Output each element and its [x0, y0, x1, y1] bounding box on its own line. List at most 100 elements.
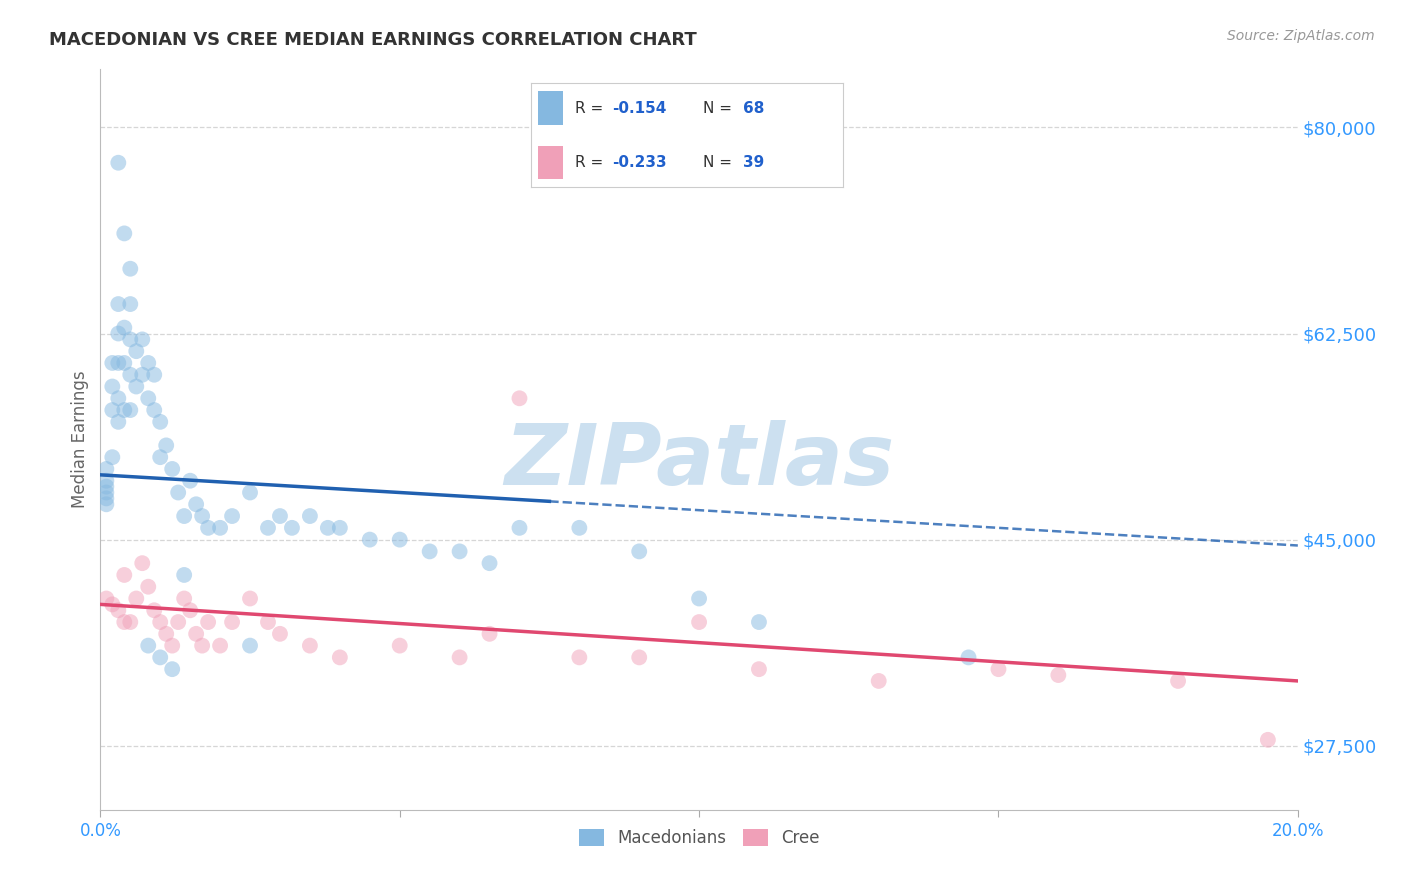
Text: Source: ZipAtlas.com: Source: ZipAtlas.com — [1227, 29, 1375, 43]
Point — [96, 497, 118, 511]
Point — [107, 356, 129, 370]
Point — [419, 544, 441, 558]
Point — [186, 627, 208, 641]
Point — [316, 521, 339, 535]
Point — [143, 368, 166, 382]
Point — [107, 392, 129, 406]
Point — [131, 368, 153, 382]
Point — [179, 603, 201, 617]
Point — [107, 603, 129, 617]
Point — [329, 521, 352, 535]
Point — [136, 580, 159, 594]
Point — [868, 673, 890, 688]
Point — [281, 521, 304, 535]
Point — [112, 356, 135, 370]
Point — [688, 615, 710, 629]
Point — [112, 615, 135, 629]
Point — [1047, 668, 1070, 682]
Point — [125, 379, 148, 393]
Point — [149, 615, 172, 629]
Point — [478, 556, 501, 570]
Point — [449, 544, 471, 558]
Point — [112, 320, 135, 334]
Point — [508, 392, 530, 406]
Point — [167, 615, 190, 629]
Point — [197, 615, 219, 629]
Point — [508, 521, 530, 535]
Point — [112, 568, 135, 582]
Point — [131, 332, 153, 346]
Point — [120, 261, 142, 276]
Point — [131, 556, 153, 570]
Point — [101, 403, 124, 417]
Point — [143, 403, 166, 417]
Point — [107, 326, 129, 341]
Point — [120, 297, 142, 311]
Point — [155, 627, 177, 641]
Point — [96, 591, 118, 606]
Point — [120, 403, 142, 417]
Point — [173, 568, 195, 582]
Point — [101, 450, 124, 465]
Point — [179, 474, 201, 488]
Point — [96, 485, 118, 500]
Point — [101, 598, 124, 612]
Y-axis label: Median Earnings: Median Earnings — [72, 371, 89, 508]
Point — [269, 509, 291, 524]
Point — [628, 544, 651, 558]
Point — [1257, 732, 1279, 747]
Point — [155, 438, 177, 452]
Point — [987, 662, 1010, 676]
Point — [125, 344, 148, 359]
Point — [96, 462, 118, 476]
Point — [298, 509, 321, 524]
Point — [239, 591, 262, 606]
Point — [112, 403, 135, 417]
Text: ZIPatlas: ZIPatlas — [503, 420, 894, 503]
Point — [186, 497, 208, 511]
Point — [149, 415, 172, 429]
Point — [568, 521, 591, 535]
Point — [96, 474, 118, 488]
Point — [628, 650, 651, 665]
Point — [101, 356, 124, 370]
Point — [221, 615, 243, 629]
Point — [359, 533, 381, 547]
Point — [173, 509, 195, 524]
Point — [748, 615, 770, 629]
Point — [568, 650, 591, 665]
Point — [136, 356, 159, 370]
Point — [125, 591, 148, 606]
Point — [101, 379, 124, 393]
Point — [136, 392, 159, 406]
Point — [107, 155, 129, 169]
Point — [107, 415, 129, 429]
Point — [107, 297, 129, 311]
Point — [160, 662, 183, 676]
Point — [167, 485, 190, 500]
Point — [191, 509, 214, 524]
Point — [112, 227, 135, 241]
Point — [209, 639, 232, 653]
Point — [96, 480, 118, 494]
Point — [298, 639, 321, 653]
Point — [120, 368, 142, 382]
Point — [239, 639, 262, 653]
Point — [748, 662, 770, 676]
Point — [478, 627, 501, 641]
Text: MACEDONIAN VS CREE MEDIAN EARNINGS CORRELATION CHART: MACEDONIAN VS CREE MEDIAN EARNINGS CORRE… — [49, 31, 697, 49]
Point — [209, 521, 232, 535]
Point — [191, 639, 214, 653]
Point — [269, 627, 291, 641]
Point — [257, 615, 280, 629]
Point — [449, 650, 471, 665]
Point — [257, 521, 280, 535]
Point — [149, 650, 172, 665]
Point — [120, 332, 142, 346]
Point — [388, 639, 411, 653]
Point — [120, 615, 142, 629]
Point — [957, 650, 980, 665]
Point — [197, 521, 219, 535]
Point — [239, 485, 262, 500]
Point — [96, 491, 118, 506]
